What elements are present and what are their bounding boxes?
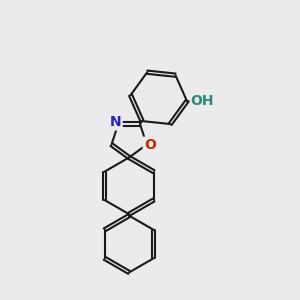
Text: O: O <box>144 138 156 152</box>
Text: N: N <box>110 116 122 130</box>
Text: OH: OH <box>191 94 214 108</box>
